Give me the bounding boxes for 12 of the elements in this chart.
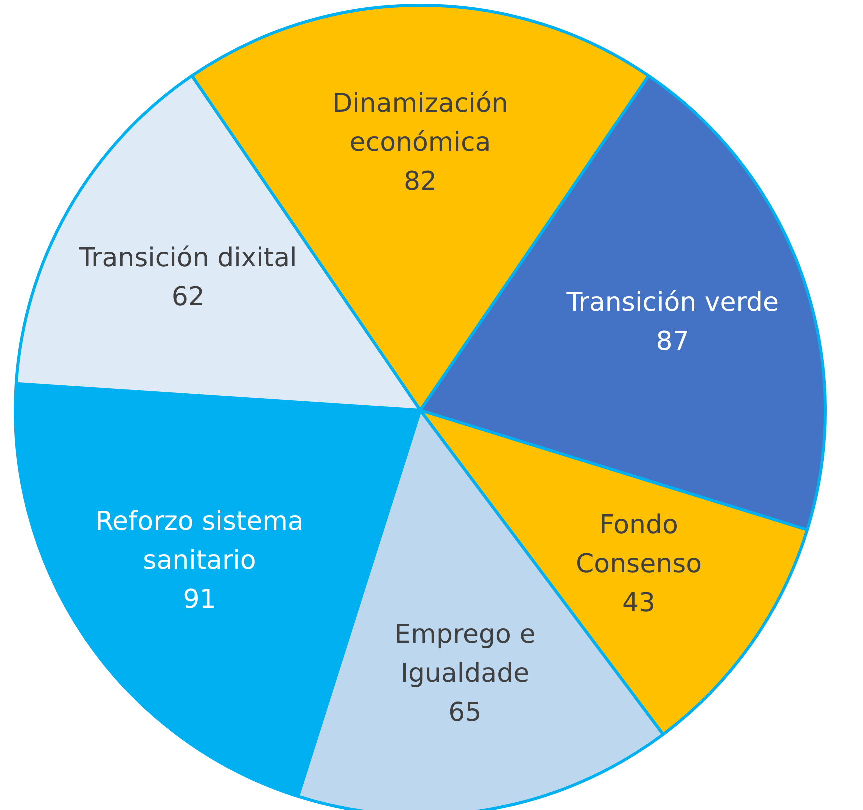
slice-label: Reforzo sistema sanitario: [96, 507, 304, 576]
slice-label: Transición verde: [566, 288, 779, 318]
data-label: 87: [656, 326, 690, 357]
data-label: 91: [183, 585, 216, 616]
slice-label: Fondo Consenso: [576, 510, 702, 580]
slice-label: Transición dixital: [78, 243, 298, 274]
data-label: 62: [172, 282, 205, 312]
data-label: 82: [404, 167, 438, 198]
slice-label: Dinamización económica: [332, 89, 508, 158]
data-label: 43: [622, 588, 656, 618]
data-label: 65: [448, 698, 482, 728]
slice-label: Emprego e Igualdade: [394, 620, 536, 690]
